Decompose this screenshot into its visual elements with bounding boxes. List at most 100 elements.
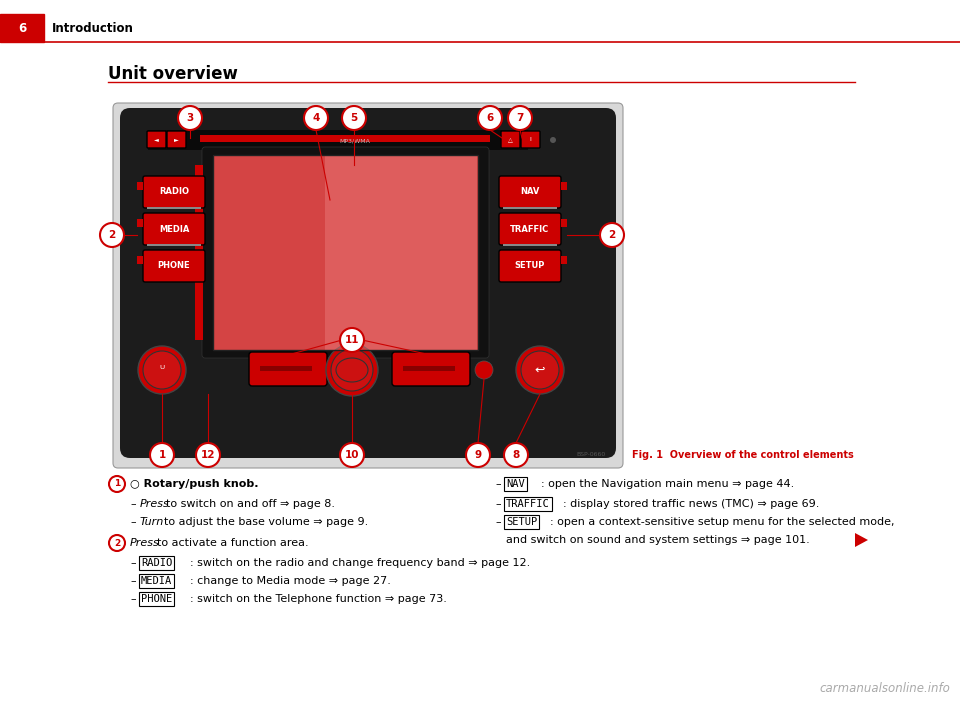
FancyBboxPatch shape [143, 250, 205, 282]
Circle shape [466, 443, 490, 467]
Text: –: – [130, 499, 135, 509]
FancyBboxPatch shape [113, 103, 623, 468]
Circle shape [475, 361, 493, 379]
FancyBboxPatch shape [499, 213, 561, 245]
Text: : open a context-sensitive setup menu for the selected mode,: : open a context-sensitive setup menu fo… [550, 517, 895, 527]
Text: –: – [130, 594, 135, 604]
Text: 1: 1 [114, 479, 120, 489]
Text: 6: 6 [18, 22, 26, 34]
Bar [561, 182, 567, 190]
Polygon shape [855, 533, 868, 547]
Text: 2: 2 [108, 230, 115, 240]
Circle shape [100, 223, 124, 247]
Text: I: I [530, 137, 532, 142]
Text: Fig. 1  Overview of the control elements: Fig. 1 Overview of the control elements [632, 450, 853, 460]
Circle shape [326, 344, 378, 396]
Circle shape [178, 106, 202, 130]
Bar [200, 135, 490, 142]
Text: NAV: NAV [506, 479, 525, 489]
Text: △: △ [508, 137, 513, 142]
Bar [213, 155, 478, 350]
Text: MEDIA: MEDIA [158, 224, 189, 233]
Bar [148, 130, 528, 150]
Text: to activate a function area.: to activate a function area. [157, 538, 308, 548]
Text: 4: 4 [312, 113, 320, 123]
Text: –: – [495, 479, 500, 489]
Circle shape [600, 223, 624, 247]
Text: 8: 8 [513, 450, 519, 460]
Text: : change to Media mode ⇒ page 27.: : change to Media mode ⇒ page 27. [190, 576, 391, 586]
Ellipse shape [336, 358, 368, 382]
Text: –: – [495, 499, 500, 509]
Text: –: – [130, 576, 135, 586]
FancyBboxPatch shape [249, 352, 327, 386]
Text: ►: ► [174, 137, 179, 142]
Ellipse shape [332, 355, 372, 385]
Text: RADIO: RADIO [159, 187, 189, 196]
Text: : display stored traffic news (TMC) ⇒ page 69.: : display stored traffic news (TMC) ⇒ pa… [563, 499, 820, 509]
Text: –: – [130, 517, 135, 527]
Text: 6: 6 [487, 113, 493, 123]
Circle shape [550, 137, 556, 143]
Circle shape [143, 351, 181, 389]
Text: ◄: ◄ [155, 137, 158, 142]
Circle shape [521, 351, 559, 389]
Text: : open the Navigation main menu ⇒ page 44.: : open the Navigation main menu ⇒ page 4… [541, 479, 794, 489]
Text: 11: 11 [345, 335, 359, 345]
Text: TRAFFIC: TRAFFIC [511, 224, 550, 233]
Bar [503, 207, 557, 209]
Circle shape [340, 328, 364, 352]
Bar [561, 219, 567, 227]
Text: : switch on the Telephone function ⇒ page 73.: : switch on the Telephone function ⇒ pag… [190, 594, 446, 604]
Text: 9: 9 [474, 450, 482, 460]
Circle shape [478, 106, 502, 130]
Text: Unit overview: Unit overview [108, 65, 238, 83]
Text: 2: 2 [114, 538, 120, 547]
Text: 12: 12 [201, 450, 215, 460]
Text: 5: 5 [350, 113, 358, 123]
Text: 2: 2 [609, 230, 615, 240]
Text: SETUP: SETUP [515, 261, 545, 271]
Bar [403, 366, 455, 371]
Text: 7: 7 [516, 113, 524, 123]
Text: PHONE: PHONE [157, 261, 190, 271]
Text: ○ Rotary/push knob.: ○ Rotary/push knob. [130, 479, 258, 489]
Text: and switch on sound and system settings ⇒ page 101.: and switch on sound and system settings … [506, 535, 809, 545]
Text: TRAFFIC: TRAFFIC [506, 499, 550, 509]
Circle shape [109, 535, 125, 551]
FancyBboxPatch shape [499, 176, 561, 208]
Text: BSP-0660: BSP-0660 [577, 453, 606, 458]
Bar [260, 366, 312, 371]
FancyBboxPatch shape [521, 131, 540, 148]
FancyBboxPatch shape [120, 108, 616, 458]
Bar [503, 244, 557, 246]
Circle shape [196, 443, 220, 467]
Text: Turn: Turn [140, 517, 164, 527]
Text: to switch on and off ⇒ page 8.: to switch on and off ⇒ page 8. [166, 499, 335, 509]
FancyBboxPatch shape [147, 131, 166, 148]
Circle shape [304, 106, 328, 130]
Bar [561, 256, 567, 264]
Circle shape [516, 346, 564, 394]
Bar [213, 155, 478, 350]
Bar [147, 207, 201, 209]
Text: SETUP: SETUP [506, 517, 538, 527]
Bar [147, 244, 201, 246]
FancyBboxPatch shape [143, 213, 205, 245]
FancyBboxPatch shape [202, 147, 489, 358]
Text: : switch on the radio and change frequency band ⇒ page 12.: : switch on the radio and change frequen… [190, 558, 530, 568]
Circle shape [138, 346, 186, 394]
Bar [195, 165, 203, 340]
Text: RADIO: RADIO [141, 558, 172, 568]
Text: 1: 1 [158, 450, 166, 460]
FancyBboxPatch shape [143, 176, 205, 208]
Circle shape [504, 443, 528, 467]
Text: carmanualsonline.info: carmanualsonline.info [819, 681, 950, 695]
Text: Introduction: Introduction [52, 22, 133, 34]
Bar [0, 14, 44, 42]
Text: –: – [130, 558, 135, 568]
Bar [325, 155, 477, 350]
Circle shape [150, 443, 174, 467]
Text: ↩: ↩ [535, 364, 545, 376]
Text: MP3/WMA: MP3/WMA [340, 139, 371, 144]
